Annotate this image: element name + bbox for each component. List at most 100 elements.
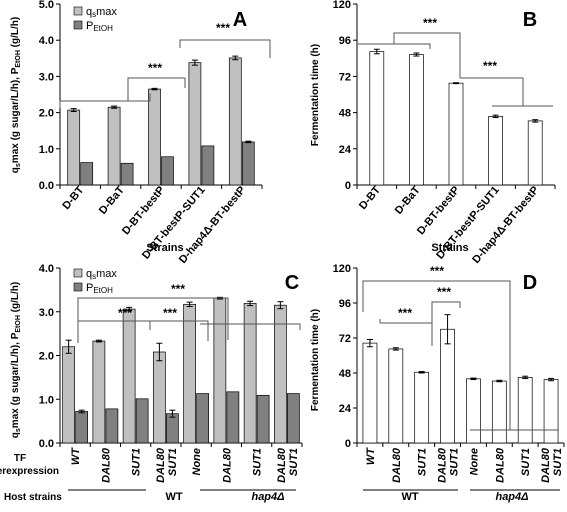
panel-b-category-label: D-hap4Δ-BT-bestP [470, 184, 541, 266]
panel-a-significance-bracket [179, 39, 271, 58]
panel-c-bar [153, 351, 166, 444]
panel-b-significance-bracket [358, 32, 461, 78]
panel-c-category-label: SUT1 [131, 448, 143, 476]
panel-c-bar [274, 304, 287, 444]
panel-b-significance-label: *** [423, 16, 437, 30]
panel-c-bar [166, 413, 179, 444]
panel-d-y-tick-label: 0 [345, 438, 351, 450]
panel-c-host-hap4: hap4Δ [251, 491, 284, 503]
legend-swatch-petoh [73, 20, 83, 30]
panel-d-category-label: DAL80 [437, 447, 449, 483]
panel-c-chart: 0.01.02.03.04.0WT DAL80 SUT1 DAL80 SUT1 None D… [39, 263, 303, 483]
legend-swatch-petoh [73, 282, 83, 292]
panel-c-significance-bracket [77, 320, 151, 330]
panel-d-significance-bracket [379, 319, 433, 346]
panel-d-significance-label: *** [430, 264, 444, 278]
panel-a-significance-label: *** [216, 21, 230, 35]
panel-b-y-tick-label: 48 [339, 108, 351, 120]
panel-d-bar [543, 379, 559, 444]
panel-d-letter: D [523, 272, 537, 294]
panel-c-bar [105, 408, 119, 444]
panel-b-category-label: D-BaT [393, 184, 423, 217]
panel-c-category-label: SUT1 [288, 448, 300, 476]
panel-d-y-tick-label: 120 [333, 263, 351, 275]
panel-c-significance-label: *** [163, 306, 177, 320]
panel-a-y-tick-label: 1.0 [39, 144, 54, 156]
panel-c-category-label: DAL80 [276, 447, 288, 483]
panel-d-category-label: SUT1 [449, 448, 461, 476]
panel-a-legend: qsmax PEtOH [73, 6, 117, 33]
panel-b-significance-label: *** [483, 59, 497, 73]
panel-d-bar [362, 342, 378, 444]
panel-c-significance-label: *** [171, 282, 185, 296]
panel-b-bar [527, 120, 543, 186]
panel-d-significance-bracket [431, 301, 558, 431]
panel-b-bar [369, 51, 385, 186]
panel-a-category-label: D-BaT [97, 184, 127, 217]
panel-d-bar [440, 328, 455, 444]
panel-d-y-tick-label: 96 [339, 298, 351, 310]
panel-d-host-wt: WT [401, 491, 418, 503]
legend-swatch-qsmax [73, 6, 83, 16]
panel-d-significance-bracket [362, 280, 511, 430]
panel-c-bar [122, 308, 136, 444]
panel-c-bar [183, 303, 196, 444]
panel-d-ylabel: Fermentation time (h) [310, 309, 321, 411]
legend-label-petoh: PEtOH [86, 282, 113, 295]
panel-d-host-hap4: hap4Δ [495, 491, 528, 503]
panel-a-bar [148, 88, 161, 186]
panel-d-category-label: DAL80 [391, 447, 403, 483]
panel-a-bar [80, 162, 94, 186]
panel-d-category-label: None [468, 448, 480, 476]
panel-b-significance-bracket [460, 77, 553, 107]
panel-b-bar [409, 54, 424, 186]
panel-c-bar [213, 297, 227, 444]
panel-c-y-tick-label: 2.0 [39, 351, 54, 363]
tf-label-line1: TF [14, 453, 26, 464]
panel-c-category-label: SUT1 [252, 448, 264, 476]
panel-d-significance-label: *** [398, 306, 412, 320]
panel-d-bar [517, 377, 533, 444]
panel-b-y-tick-label: 0 [345, 180, 351, 192]
panel-a-significance-bracket [59, 77, 186, 108]
panel-a-y-tick-label: 3.0 [39, 71, 54, 83]
panel-b-letter: B [523, 9, 537, 31]
panel-b-ylabel: Fermentation time (h) [310, 44, 321, 146]
legend-label-petoh: PEtOH [86, 20, 113, 33]
panel-d-category-label: WT [365, 447, 377, 465]
panel-b-bar [488, 116, 503, 186]
host-strains-label: Host strains [4, 492, 62, 503]
panel-a-bar [67, 109, 81, 186]
panel-a-significance-label: *** [148, 61, 162, 75]
panel-a-bar [188, 62, 202, 186]
panel-c-y-tick-label: 1.0 [39, 394, 54, 406]
panel-a-chart: 0.01.02.03.04.05.0D-BT D-BaTD-BT-bestPD-B… [39, 0, 271, 266]
panel-c-bar [75, 411, 88, 444]
panel-b-bar [448, 82, 464, 186]
panel-c-category-label: DAL80 [221, 447, 233, 483]
panel-c-bar [287, 393, 300, 444]
panel-c-category-label: SUT1 [167, 448, 179, 476]
panel-c-category-label: DAL80 [155, 447, 167, 483]
panel-a-y-tick-label: 5.0 [39, 0, 54, 11]
panel-c-y-tick-label: 3.0 [39, 307, 54, 319]
panel-c-bar [62, 346, 75, 444]
panel-d-y-tick-label: 48 [339, 368, 351, 380]
panel-c-significance-label: *** [118, 306, 132, 320]
panel-d-category-label: SUT1 [417, 448, 429, 476]
tf-label-line2: overexpression [0, 466, 59, 477]
legend-label-qsmax: qsmax [86, 6, 117, 19]
panel-c-bar [256, 394, 270, 444]
panel-c-legend: qsmax PEtOH [73, 268, 117, 295]
panel-b-y-tick-label: 24 [339, 144, 352, 156]
panel-b-category-label: D-BT [357, 184, 383, 212]
panel-c-category-label: None [191, 448, 203, 476]
panel-a-ylabel: qsmax (g sugar/L/h), PEtOH (g/L/h) [10, 17, 22, 173]
panel-a-letter: A [233, 9, 247, 31]
panel-d-bar [466, 378, 481, 444]
panel-d-category-label: DAL80 [540, 447, 552, 483]
panel-d-category-label: DAL80 [494, 447, 506, 483]
panel-a-bar [228, 57, 242, 186]
